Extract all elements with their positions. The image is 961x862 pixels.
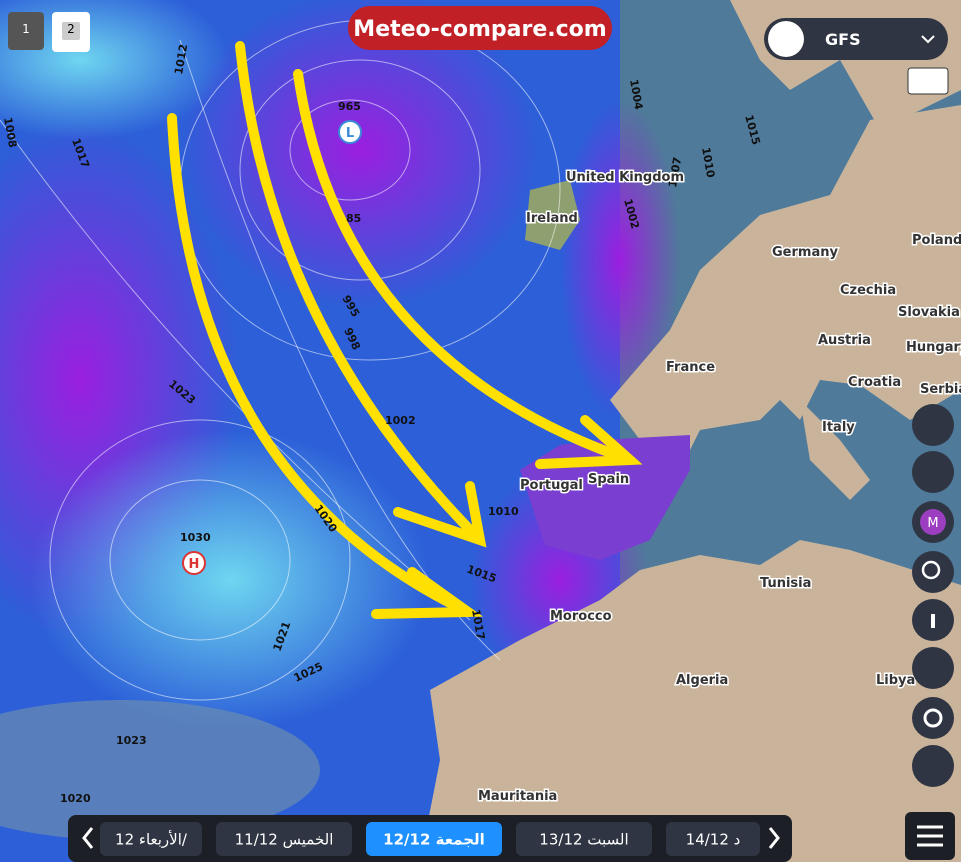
country: Croatia xyxy=(848,375,901,390)
settings-icon xyxy=(923,708,943,728)
country: Mauritania xyxy=(478,789,557,804)
storm-button[interactable] xyxy=(912,451,954,493)
precip xyxy=(560,100,680,420)
layer-button[interactable] xyxy=(8,12,44,50)
layer-icon xyxy=(62,22,80,40)
country: Libya xyxy=(876,673,915,688)
country-labels: United Kingdom Ireland Germany Poland Cz… xyxy=(477,169,961,806)
layer-button-label: 1 xyxy=(22,22,30,36)
day-tab-label: الأربعاء 12/ xyxy=(115,830,188,849)
isobar-label: 1010 xyxy=(699,146,717,179)
filter-button[interactable] xyxy=(912,647,954,689)
day-tab[interactable] xyxy=(216,822,352,856)
arrows xyxy=(167,41,643,619)
isobar-label: 85 xyxy=(346,212,361,225)
day-tab[interactable] xyxy=(100,822,202,856)
isobars xyxy=(0,19,561,701)
menu-icon xyxy=(917,825,943,847)
share-button[interactable] xyxy=(912,404,954,446)
low-letter: L xyxy=(346,126,354,141)
model-icon xyxy=(768,21,804,57)
logo[interactable]: Meteo-compare.com xyxy=(353,17,606,42)
day-tab[interactable] xyxy=(516,822,652,856)
day-tab-label: الجمعة 12/12 xyxy=(383,831,485,849)
land xyxy=(800,400,870,500)
country: Austria xyxy=(818,333,871,348)
country: Italy xyxy=(822,420,855,435)
isobar-label: 1023 xyxy=(116,734,147,747)
precip xyxy=(180,0,540,310)
isobar-label: 1002 xyxy=(385,414,416,427)
low-marker xyxy=(338,120,362,144)
land xyxy=(420,540,961,862)
day-tab-active[interactable] xyxy=(366,822,502,856)
settings-button[interactable] xyxy=(912,697,954,739)
country: Hungary xyxy=(906,340,961,355)
search-button[interactable] xyxy=(912,551,954,593)
profile-initial: M xyxy=(927,516,938,531)
data-button[interactable] xyxy=(912,745,954,787)
isobar-label: 1012 xyxy=(172,43,190,75)
isobar-label: 1004 xyxy=(627,78,645,111)
model-selector[interactable] xyxy=(764,18,948,60)
country: Spain xyxy=(588,472,629,487)
search-icon xyxy=(921,560,941,580)
land xyxy=(525,180,580,250)
logo-badge[interactable] xyxy=(348,6,612,50)
model-name: GFS xyxy=(825,30,861,49)
dropdown[interactable] xyxy=(907,67,949,95)
isobar-label: 1008 xyxy=(1,116,19,148)
high-letter: H xyxy=(189,557,200,572)
country: Morocco xyxy=(550,609,612,624)
country: Poland xyxy=(912,233,961,248)
country: France xyxy=(666,360,715,375)
isobar-label: 1017 xyxy=(469,608,487,640)
country: Serbia xyxy=(920,382,961,397)
country: Slovakia xyxy=(898,305,960,320)
land xyxy=(610,105,961,450)
isobar-label: 1010 xyxy=(488,505,519,518)
day-tab-label: السبت 13/12 xyxy=(539,831,628,849)
country: Tunisia xyxy=(760,576,811,591)
country: Czechia xyxy=(840,283,896,298)
pressure-value: 1030 xyxy=(180,531,211,544)
country: Ireland xyxy=(526,211,578,226)
country: United Kingdom xyxy=(566,170,684,185)
country: Germany xyxy=(772,245,838,260)
day-tab-label: الخميس 11/12 xyxy=(235,831,334,849)
clear-area xyxy=(0,700,320,840)
country: Portugal xyxy=(520,478,583,493)
isobar-label: 1020 xyxy=(60,792,91,805)
side-toolbar: M xyxy=(912,404,954,787)
profile-avatar xyxy=(920,509,946,535)
day-tab-label: د 14/12 xyxy=(686,831,741,849)
prev-arrow[interactable] xyxy=(82,827,94,849)
chevron xyxy=(921,35,935,44)
precip xyxy=(30,430,430,730)
info-icon xyxy=(931,614,935,628)
high-marker xyxy=(182,551,206,575)
pressure-value: 965 xyxy=(338,100,361,113)
isobar-label: 1007 xyxy=(666,156,684,188)
layer-button-label: 2 xyxy=(67,22,75,36)
next-arrow[interactable] xyxy=(768,827,780,849)
day-tab[interactable] xyxy=(666,822,760,856)
country: Algeria xyxy=(676,673,728,688)
